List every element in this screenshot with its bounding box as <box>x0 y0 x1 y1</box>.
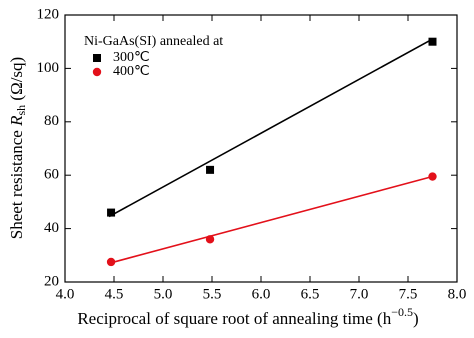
fit-line <box>108 38 433 218</box>
y-tick-label: 40 <box>44 220 59 236</box>
x-tick-label: 5.0 <box>154 286 173 302</box>
legend-label: 400℃ <box>113 64 150 79</box>
x-tick-label: 7.0 <box>350 286 369 302</box>
y-tick-label: 100 <box>37 60 60 76</box>
fit-line <box>108 175 433 265</box>
x-tick-label: 6.5 <box>301 286 320 302</box>
x-tick-label: 6.0 <box>252 286 271 302</box>
y-tick-label: 60 <box>44 167 59 183</box>
x-tick-label: 5.5 <box>203 286 222 302</box>
x-tick-label: 4.0 <box>56 286 75 302</box>
data-point <box>106 257 116 267</box>
data-point <box>428 172 437 181</box>
x-tick-label: 4.5 <box>105 286 124 302</box>
x-tick-label: 8.0 <box>448 286 467 302</box>
data-point <box>206 165 215 174</box>
data-point <box>107 208 116 217</box>
y-axis-label: Sheet resistance Rsh (Ω/sq) <box>7 57 28 239</box>
y-tick-label: 20 <box>44 273 59 289</box>
legend-marker <box>93 54 101 62</box>
legend-marker <box>92 67 102 77</box>
y-tick-label: 120 <box>37 6 60 22</box>
x-tick-label: 7.5 <box>399 286 418 302</box>
x-axis-label: Reciprocal of square root of annealing t… <box>77 305 418 328</box>
data-point <box>205 235 215 244</box>
legend-title: Ni-GaAs(SI) annealed at <box>84 34 223 49</box>
legend-label: 300℃ <box>113 50 150 65</box>
data-point <box>428 37 437 46</box>
y-tick-label: 80 <box>44 113 59 129</box>
